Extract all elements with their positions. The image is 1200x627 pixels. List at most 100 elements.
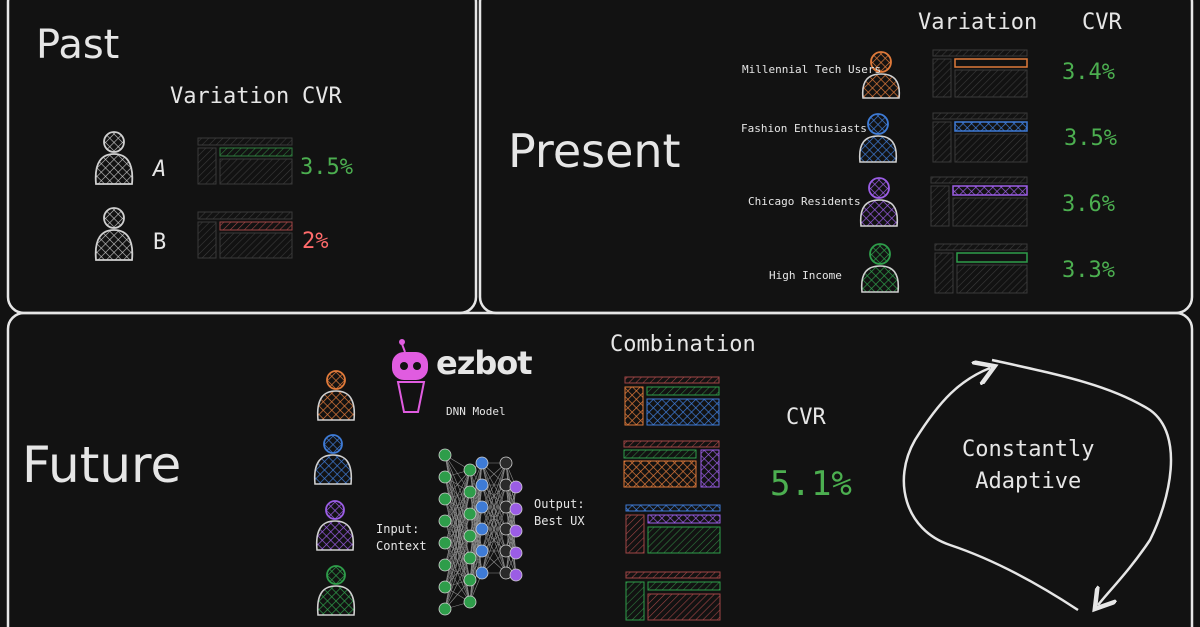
nn-node <box>438 602 452 616</box>
present-variation-header: Variation <box>918 10 1038 35</box>
nn-edge <box>444 535 471 610</box>
future-title: Future <box>22 436 182 494</box>
nn-node <box>509 480 523 494</box>
nn-node <box>475 566 489 580</box>
cvr-value-b: 2% <box>302 229 329 254</box>
nn-edge <box>444 557 471 610</box>
nn-node <box>463 463 477 477</box>
adaptive-loop-arrow <box>902 368 1079 612</box>
combination-header: Combination <box>610 332 756 357</box>
variation-mockup-b <box>197 211 293 259</box>
person-icon <box>94 131 134 185</box>
combination-mockup-2 <box>623 440 720 488</box>
nn-edge <box>444 513 471 610</box>
dnn-model-label: DNN Model <box>446 405 506 418</box>
past-variation-header: Variation <box>170 84 290 109</box>
nn-node <box>438 448 452 462</box>
segment-mockup-green <box>934 243 1028 294</box>
nn-node <box>475 478 489 492</box>
nn-edge <box>469 462 483 559</box>
combination-mockup-1 <box>624 376 720 426</box>
nn-edge <box>481 528 507 574</box>
nn-node <box>475 500 489 514</box>
output-label: Output: Best UX <box>534 497 585 528</box>
nn-node <box>463 551 477 565</box>
variation-mockup-a <box>197 137 293 185</box>
nn-node <box>509 568 523 582</box>
segment-mockup-purple <box>930 176 1028 227</box>
person-icon <box>315 500 355 551</box>
person-icon <box>316 370 356 421</box>
nn-edge <box>444 469 471 566</box>
person-icon <box>861 51 901 99</box>
segment-cvr: 3.3% <box>1062 258 1115 283</box>
nn-edge <box>481 462 507 552</box>
segment-cvr: 3.4% <box>1062 60 1115 85</box>
nn-node <box>499 456 513 470</box>
person-icon <box>313 434 353 485</box>
person-icon <box>316 565 356 616</box>
nn-edge <box>505 486 517 552</box>
ezbot-brand: ezbot <box>436 344 533 382</box>
person-icon <box>94 207 134 261</box>
segment-cvr: 3.5% <box>1064 126 1117 151</box>
nn-node <box>463 507 477 521</box>
nn-edge <box>469 528 483 603</box>
past-title: Past <box>36 22 120 68</box>
nn-edge <box>481 506 507 574</box>
person-icon <box>858 113 898 163</box>
ezbot-robot-icon <box>392 339 428 413</box>
nn-node <box>475 544 489 558</box>
segment-label: High Income <box>769 269 842 282</box>
person-icon <box>859 177 899 227</box>
nn-node <box>438 492 452 506</box>
nn-node <box>438 580 452 594</box>
nn-node <box>438 536 452 550</box>
neural-network <box>438 448 523 616</box>
nn-node <box>509 524 523 538</box>
nn-node <box>463 595 477 609</box>
nn-node <box>475 456 489 470</box>
person-icon <box>860 243 900 293</box>
segment-label: Millennial Tech Users <box>742 63 882 76</box>
cvr-value-a: 3.5% <box>300 155 353 180</box>
future-cvr-value: 5.1% <box>770 464 852 504</box>
adaptive-label: Constantly Adaptive <box>962 437 1095 494</box>
future-cvr-header: CVR <box>786 405 826 430</box>
nn-node <box>509 502 523 516</box>
nn-edge <box>469 462 483 515</box>
variation-label-a: A <box>153 157 167 182</box>
variation-label-b: B <box>153 230 167 255</box>
input-label: Input: Context <box>376 522 427 553</box>
nn-edge <box>481 462 507 508</box>
adaptive-loop-arrow <box>991 358 1173 605</box>
present-cvr-header: CVR <box>1082 10 1122 35</box>
nn-edge <box>481 484 507 574</box>
nn-node <box>438 470 452 484</box>
segment-mockup-orange <box>932 49 1028 98</box>
nn-edge <box>469 462 483 537</box>
segment-mockup-blue <box>932 112 1028 163</box>
nn-node <box>438 558 452 572</box>
nn-edge <box>481 462 507 530</box>
nn-edge <box>444 469 471 522</box>
nn-edge <box>505 508 517 574</box>
nn-node <box>463 529 477 543</box>
nn-node <box>509 546 523 560</box>
nn-edge <box>469 550 483 603</box>
future-panel <box>6 311 1194 627</box>
past-cvr-header: CVR <box>302 84 342 109</box>
segment-label: Chicago Residents <box>748 195 861 208</box>
present-title: Present <box>508 124 681 178</box>
segment-cvr: 3.6% <box>1062 192 1115 217</box>
nn-node <box>463 485 477 499</box>
combination-mockup-3 <box>625 504 721 554</box>
combination-mockup-4 <box>625 571 721 621</box>
nn-edge <box>444 469 471 544</box>
nn-node <box>475 522 489 536</box>
nn-edge <box>469 506 483 603</box>
segment-label: Fashion Enthusiasts <box>741 122 867 135</box>
nn-node <box>438 514 452 528</box>
nn-node <box>463 573 477 587</box>
